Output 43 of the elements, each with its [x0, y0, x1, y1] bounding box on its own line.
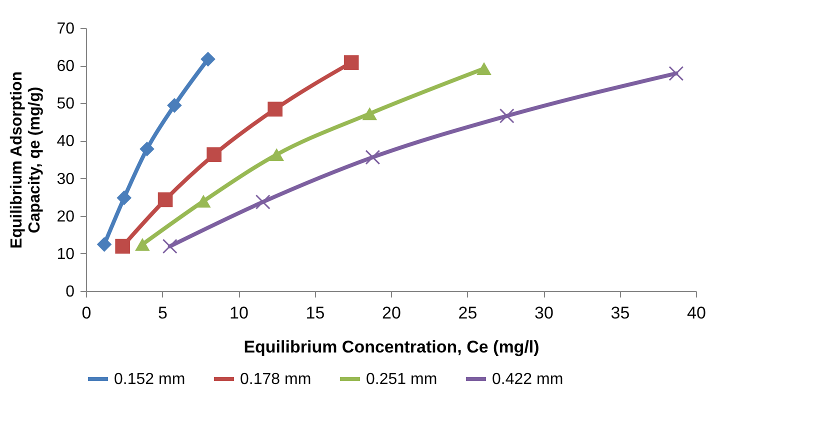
x-tick-label: 35: [610, 304, 630, 322]
point: [135, 238, 150, 251]
x-tick-label: 15: [306, 304, 325, 322]
point: [167, 98, 182, 113]
y-tick-label: 20: [56, 208, 75, 226]
x-tick-label: 40: [687, 304, 706, 322]
y-tick-label: 70: [56, 20, 75, 38]
point: [158, 192, 173, 208]
point: [116, 190, 132, 206]
y-tick-label: 10: [56, 246, 75, 263]
point: [115, 238, 130, 254]
y-axis-title: Equilibrium Adsorption Capacity, qe (mg/g): [8, 71, 44, 249]
x-tick-label: 30: [534, 304, 554, 322]
point: [362, 107, 378, 120]
point: [668, 66, 684, 81]
point: [476, 62, 492, 75]
x-tick-label: 10: [230, 304, 248, 322]
point: [365, 150, 380, 165]
point: [140, 142, 154, 156]
legend-label: 0.251 mm: [366, 371, 438, 388]
y-tick-label: 0: [66, 284, 75, 300]
point: [96, 236, 112, 252]
y-tick-label: 50: [56, 96, 75, 113]
x-tick-label: 5: [158, 304, 168, 322]
legend-label: 0.152 mm: [114, 371, 186, 388]
point: [268, 102, 283, 117]
x-axis-title: Equilibrium Concentration, Ce (mg/l): [244, 338, 540, 356]
point: [206, 147, 222, 162]
point: [196, 194, 211, 208]
point: [162, 238, 178, 254]
y-tick-label: 60: [56, 58, 75, 76]
x-tick-label: 0: [82, 304, 92, 322]
y-tick-label: 40: [56, 133, 75, 150]
y-tick-label: 30: [56, 170, 75, 188]
x-tick-label: 25: [458, 304, 478, 322]
point: [269, 148, 284, 162]
x-tick-label: 20: [382, 304, 401, 322]
point: [255, 194, 270, 210]
point: [499, 108, 514, 124]
legend-label: 0.422 mm: [492, 371, 564, 388]
point: [200, 52, 216, 67]
point: [344, 55, 359, 70]
legend-label: 0.178 mm: [240, 371, 312, 388]
